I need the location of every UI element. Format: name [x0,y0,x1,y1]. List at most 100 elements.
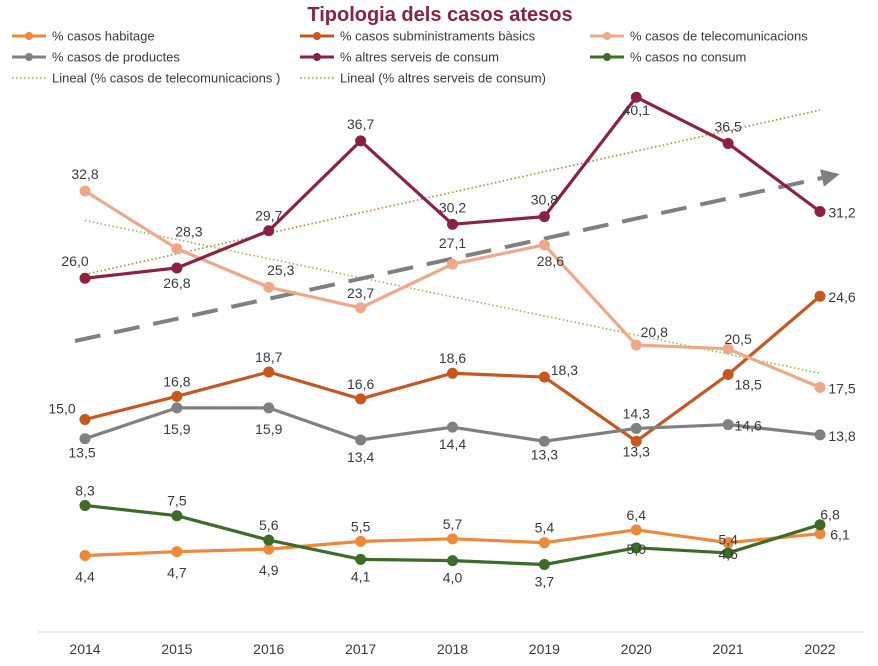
data-label: 25,3 [267,262,294,278]
data-point [722,537,734,549]
data-label: 6,1 [830,527,850,543]
data-point [79,185,91,197]
data-label: 16,6 [347,376,374,392]
data-label: 4,7 [167,565,187,581]
data-point [263,281,275,293]
legend-label: % casos de telecomunicacions [630,29,808,44]
data-point [355,302,367,314]
data-label: 15,0 [48,400,75,416]
data-point [171,390,183,402]
legend-label: % casos habitage [52,29,155,44]
data-label: 5,4 [718,532,738,548]
data-label: 3,7 [535,574,555,590]
data-point [722,137,734,149]
x-tick-label: 2017 [345,641,376,657]
data-point [171,243,183,255]
legend-label: % casos de productes [52,50,180,65]
data-label: 5,7 [443,516,463,532]
data-point [263,534,275,546]
data-point [722,343,734,355]
data-label: 6,4 [627,507,647,523]
legend-item-casos-no-consum: % casos no consum [590,50,746,65]
data-point [447,421,458,433]
data-label: 40,1 [623,102,650,118]
legend-label: % casos no consum [630,50,746,65]
data-label: 30,8 [531,192,558,208]
trendline-lineal-altres-serveis-de-consum [84,109,821,276]
data-point [447,367,458,379]
data-point [263,366,275,378]
trend-arrow-head [820,169,840,187]
data-label: 4,4 [75,569,95,585]
legend-marker [603,32,611,40]
data-point [814,381,826,393]
chart-title: Tipologia dels casos atesos [307,4,572,26]
data-label: 28,3 [175,224,202,240]
data-label: 8,3 [75,482,95,498]
data-label: 26,0 [61,253,88,269]
data-label: 13,5 [68,445,95,461]
series-casos-subministraments-basics [79,290,826,447]
legend-label: Lineal (% altres serveis de consum) [340,71,546,86]
trend-arrow [74,169,840,343]
x-tick-label: 2020 [621,641,652,657]
legend-item-altres-serveis-de-consum: % altres serveis de consum [300,50,499,65]
data-label: 20,5 [725,331,752,347]
data-label: 15,9 [255,421,282,437]
legend-item-casos-de-telecomunicacions: % casos de telecomunicacions [590,29,808,44]
data-point [814,290,826,302]
series-casos-de-productes [79,402,826,447]
data-point [538,211,550,223]
data-point [630,91,642,103]
data-label: 5,4 [535,520,555,536]
legend-item-casos-habitage: % casos habitage [12,29,155,44]
data-label: 18,5 [735,377,762,393]
data-point [79,499,91,511]
data-label: 4,1 [351,568,371,584]
series-altres-serveis-de-consum [79,91,826,284]
data-label: 29,7 [255,208,282,224]
data-point [630,339,642,351]
data-point [538,371,550,383]
data-label: 16,8 [163,373,190,389]
legend-label: % casos subministraments bàsics [340,29,536,44]
series-casos-no-consum [79,499,826,571]
data-point [814,519,826,531]
data-label: 18,7 [255,349,282,365]
data-point [814,528,826,540]
data-point [630,524,642,536]
legend-marker [25,32,33,40]
data-point [355,135,367,147]
data-label: 4,6 [718,546,738,562]
data-point [447,533,458,545]
data-point [447,258,458,270]
data-label: 6,8 [820,507,840,523]
data-point [263,402,275,414]
data-labels: 4,4 4,7 4,9 5,5 5,7 5,4 6,4 5,4 6,1 15,0 16,8 18,7 1… [48,102,855,589]
data-point [630,435,642,447]
data-label: 20,8 [641,324,668,340]
series-group [79,91,826,571]
legend-marker [313,32,321,40]
data-label: 15,9 [163,421,190,437]
data-label: 5,6 [259,517,279,533]
data-label: 31,2 [828,204,855,220]
legend-item-lineal-casos-de-telecomunicacions: Lineal (% casos de telecomunicacions ) [12,71,280,86]
data-point [447,555,458,567]
data-point [538,537,550,549]
legend: % casos habitage % casos subministraments… [12,29,808,86]
series-casos-habitage [79,524,826,562]
data-point [722,419,734,431]
trend-arrow-shaft [74,176,823,343]
data-point [355,393,367,405]
trendlines [84,109,821,375]
data-label: 4,9 [259,562,279,578]
data-point [538,239,550,251]
data-point [722,369,734,381]
legend-marker [313,53,321,61]
data-label: 14,3 [623,405,650,421]
data-label: 7,5 [167,493,187,509]
data-label: 36,7 [347,116,374,132]
